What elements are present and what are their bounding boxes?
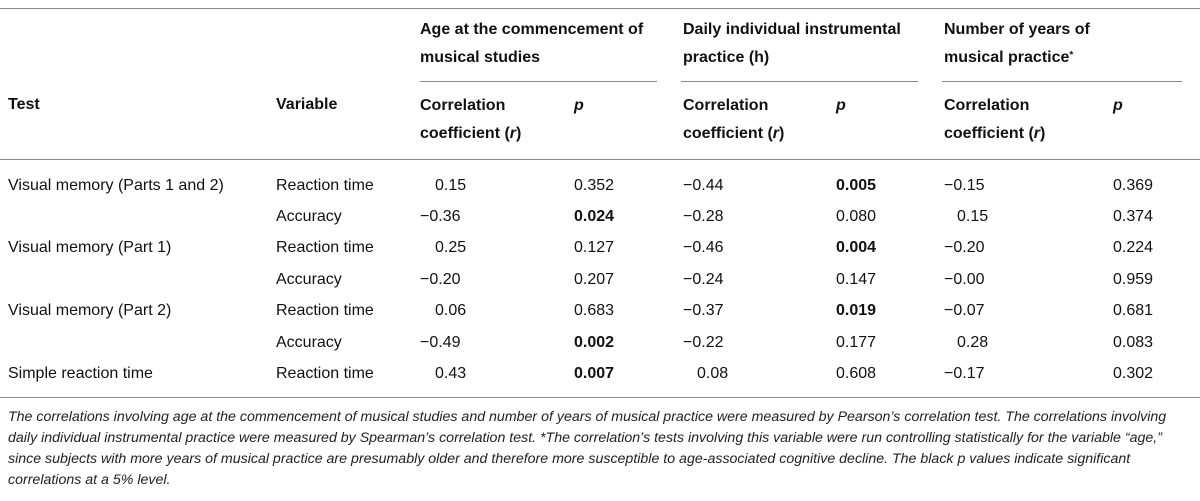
cell-variable: Reaction time — [276, 177, 374, 194]
cell-r-age: 0.25 — [435, 239, 467, 256]
cell-p-age: 0.352 — [574, 177, 615, 194]
header-p-2: p — [836, 97, 846, 114]
cell-p-daily: 0.005 — [836, 177, 877, 194]
cell-variable: Reaction time — [276, 365, 374, 382]
header-group-daily-practice: Daily individual instrumental practice (… — [683, 21, 901, 66]
cell-test: Visual memory (Parts 1 and 2) — [8, 177, 224, 194]
header-group-years: Number of years of musical practice* — [944, 21, 1090, 66]
cell-variable: Accuracy — [276, 334, 342, 351]
cell-p-years: 0.369 — [1113, 177, 1154, 194]
cell-p-years: 0.224 — [1113, 239, 1154, 256]
cell-p-daily: 0.019 — [836, 302, 877, 319]
cell-variable: Accuracy — [276, 208, 342, 225]
header-test: Test — [8, 96, 40, 113]
cell-r-years: −0.00 — [944, 271, 985, 288]
cell-r-daily: −0.46 — [683, 239, 724, 256]
header-p-1: p — [574, 97, 584, 114]
cell-r-daily: −0.44 — [683, 177, 724, 194]
header-corr-3: Correlation coefficient (r) — [944, 97, 1046, 142]
cell-p-years: 0.681 — [1113, 302, 1154, 319]
cell-r-years: 0.15 — [957, 208, 989, 225]
cell-p-daily: 0.080 — [836, 208, 877, 225]
cell-r-years: −0.20 — [944, 239, 985, 256]
cell-test: Visual memory (Part 2) — [8, 302, 172, 319]
cell-p-daily: 0.177 — [836, 334, 877, 351]
cell-variable: Accuracy — [276, 271, 342, 288]
cell-r-age: 0.06 — [435, 302, 467, 319]
cell-r-age: −0.49 — [420, 334, 461, 351]
cell-variable: Reaction time — [276, 302, 374, 319]
cell-r-daily: −0.28 — [683, 208, 724, 225]
cell-r-daily: 0.08 — [697, 365, 729, 382]
cell-p-years: 0.302 — [1113, 365, 1154, 382]
cell-p-years: 0.959 — [1113, 271, 1154, 288]
cell-p-age: 0.024 — [574, 208, 615, 225]
header-corr-2: Correlation coefficient (r) — [683, 97, 785, 142]
table-footnote: The correlations involving age at the co… — [8, 409, 1167, 488]
header-p-3: p — [1113, 97, 1123, 114]
cell-r-years: 0.28 — [957, 334, 989, 351]
cell-r-years: −0.07 — [944, 302, 985, 319]
cell-p-age: 0.127 — [574, 239, 615, 256]
cell-test: Visual memory (Part 1) — [8, 239, 172, 256]
cell-r-daily: −0.37 — [683, 302, 724, 319]
group1-underline — [420, 81, 657, 82]
header-group-age: Age at the commencement of musical studi… — [420, 21, 644, 66]
cell-p-age: 0.207 — [574, 271, 615, 288]
group2-underline — [681, 81, 918, 82]
cell-p-daily: 0.608 — [836, 365, 877, 382]
cell-p-years: 0.374 — [1113, 208, 1154, 225]
header-bottom-rule — [0, 159, 1200, 160]
cell-r-age: −0.20 — [420, 271, 461, 288]
cell-test: Simple reaction time — [8, 365, 153, 382]
group3-underline — [942, 81, 1182, 82]
cell-p-years: 0.083 — [1113, 334, 1154, 351]
table-bottom-rule — [0, 397, 1200, 398]
cell-p-daily: 0.004 — [836, 239, 877, 256]
top-rule — [0, 8, 1200, 9]
cell-p-age: 0.007 — [574, 365, 615, 382]
cell-r-age: 0.43 — [435, 365, 467, 382]
cell-r-daily: −0.24 — [683, 271, 724, 288]
cell-p-age: 0.002 — [574, 334, 615, 351]
cell-r-daily: −0.22 — [683, 334, 724, 351]
cell-r-age: −0.36 — [420, 208, 461, 225]
cell-r-age: 0.15 — [435, 177, 467, 194]
cell-variable: Reaction time — [276, 239, 374, 256]
cell-r-years: −0.17 — [944, 365, 985, 382]
cell-p-age: 0.683 — [574, 302, 615, 319]
cell-r-years: −0.15 — [944, 177, 985, 194]
header-corr-1: Correlation coefficient (r) — [420, 97, 522, 142]
cell-p-daily: 0.147 — [836, 271, 877, 288]
header-variable: Variable — [276, 96, 338, 113]
